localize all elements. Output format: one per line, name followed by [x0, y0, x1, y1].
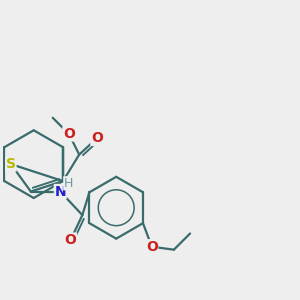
Text: S: S [6, 157, 16, 171]
Text: O: O [63, 127, 75, 141]
Text: O: O [91, 131, 103, 146]
Text: O: O [64, 233, 76, 247]
Text: N: N [54, 184, 66, 199]
Text: O: O [146, 240, 158, 254]
Text: H: H [64, 177, 73, 190]
